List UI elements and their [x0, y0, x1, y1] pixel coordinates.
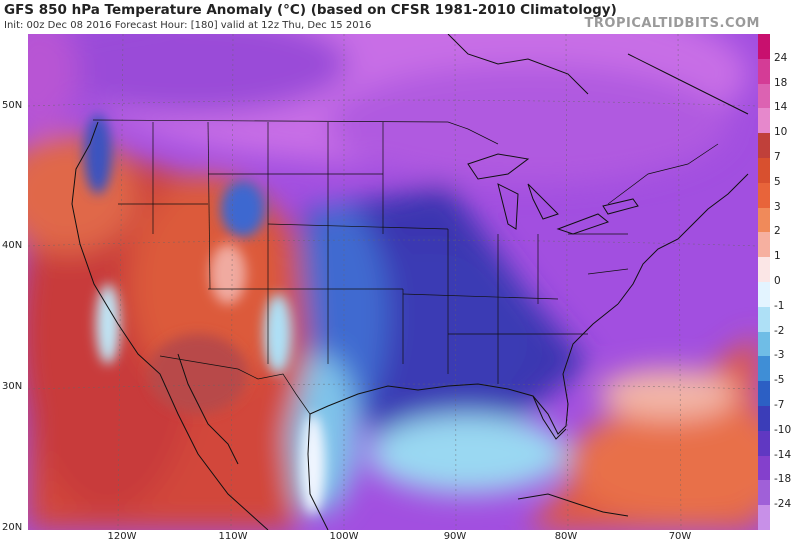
colorbar-label: -24 [774, 498, 792, 511]
colorbar-segment [758, 207, 770, 233]
colorbar-segment [758, 83, 770, 109]
colorbar-label: 1 [774, 250, 781, 263]
colorbar-segment [758, 158, 770, 184]
colorbar-label: -1 [774, 299, 785, 312]
colorbar-segment [758, 257, 770, 283]
colorbar-segment [758, 430, 770, 457]
colorbar-segment [758, 480, 770, 506]
latitude-label: 40N [2, 240, 23, 251]
colorbar-label: -2 [774, 324, 785, 337]
colorbar-label: -10 [774, 423, 792, 436]
colorbar-segment [758, 381, 770, 407]
colorbar-segment [758, 58, 770, 85]
political-borders [92, 119, 719, 415]
colorbar-label: -18 [774, 473, 792, 486]
colorbar-label: 10 [774, 126, 788, 139]
colorbar-segment [758, 356, 770, 382]
colorbar-label: 0 [774, 275, 781, 287]
colorbar-segment [758, 282, 770, 308]
colorbar-label: -3 [774, 349, 785, 362]
colorbar-segment [758, 306, 770, 333]
colorbar-segment [758, 34, 770, 60]
temperature-anomaly-map [28, 34, 758, 530]
colorbar-segment [758, 331, 770, 357]
latitude-label: 20N [2, 522, 23, 533]
longitude-label: 120W [107, 531, 137, 542]
colorbar-label: 18 [774, 76, 788, 89]
colorbar [758, 34, 770, 531]
colorbar-segment [758, 133, 770, 159]
colorbar-label: 3 [774, 200, 781, 213]
longitude-label: 70W [668, 531, 692, 542]
map-subtitle: Init: 00z Dec 08 2016 Forecast Hour: [18… [4, 20, 372, 31]
lat-lon-grid [28, 34, 758, 530]
colorbar-label: 7 [774, 151, 781, 163]
longitude-label: 90W [443, 531, 467, 542]
longitude-label: 80W [554, 531, 578, 542]
longitude-label: 100W [329, 531, 359, 542]
colorbar-label: 14 [774, 101, 788, 114]
colorbar-label: 5 [774, 175, 781, 188]
colorbar-label: -7 [774, 399, 785, 411]
latitude-label: 30N [2, 381, 23, 392]
colorbar-label: 24 [774, 51, 788, 64]
colorbar-segment [758, 182, 770, 209]
colorbar-segment [758, 505, 770, 531]
brand-watermark: TROPICALTIDBITS.COM [584, 16, 760, 31]
colorbar-label: -14 [774, 448, 792, 461]
colorbar-segment [758, 406, 770, 432]
gulf-cool-band [368, 414, 568, 494]
colorbar-label: -5 [774, 374, 785, 387]
coastlines [71, 34, 749, 530]
colorbar-segment [758, 108, 770, 134]
colorbar-segment [758, 232, 770, 258]
map-title: GFS 850 hPa Temperature Anomaly (°C) (ba… [4, 2, 617, 18]
colorbar-segment [758, 455, 770, 481]
latitude-label: 50N [2, 100, 23, 111]
colorbar-label: 2 [774, 225, 781, 238]
longitude-label: 110W [218, 531, 248, 542]
